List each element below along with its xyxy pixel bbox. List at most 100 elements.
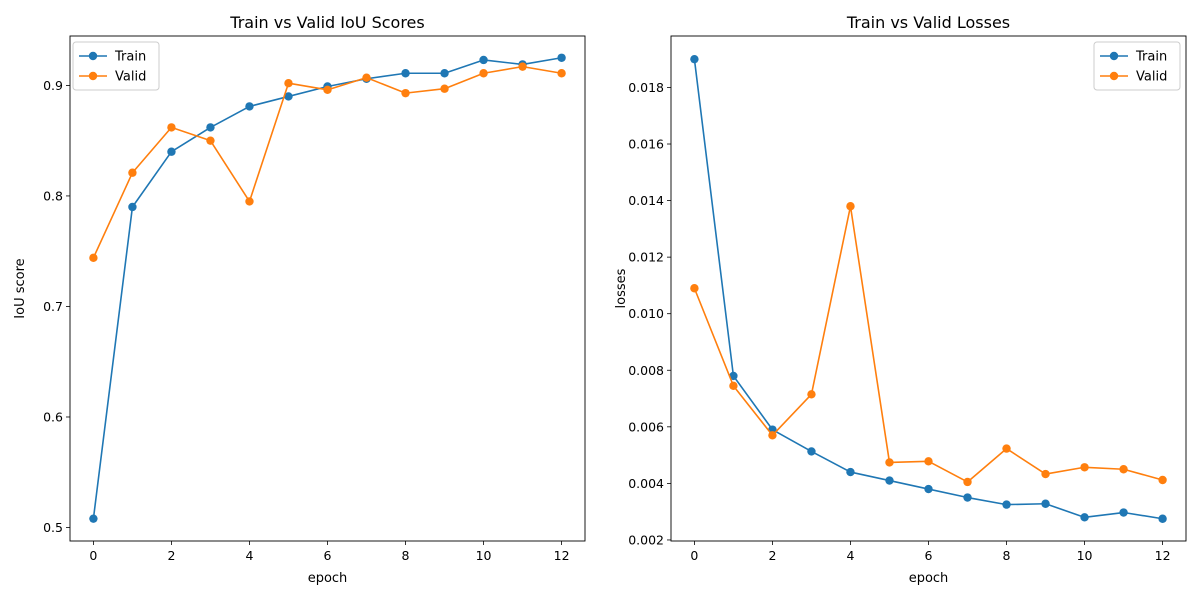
y-tick-label: 0.018 <box>628 80 664 95</box>
x-tick-label: 0 <box>89 548 97 563</box>
data-point <box>924 484 933 494</box>
data-point <box>557 69 566 78</box>
y-tick-label: 0.014 <box>628 193 664 208</box>
data-point <box>1080 463 1089 472</box>
y-tick-label: 0.8 <box>43 188 63 203</box>
legend-label: Train <box>114 50 146 65</box>
data-point <box>167 147 176 156</box>
data-point <box>206 136 215 145</box>
x-tick-label: 0 <box>690 548 698 563</box>
series-valid <box>89 62 566 263</box>
data-point <box>362 73 371 82</box>
data-point <box>729 371 738 381</box>
y-axis-label: IoU score <box>13 258 28 318</box>
data-point <box>729 381 738 391</box>
x-axis-label: epoch <box>909 571 949 586</box>
x-tick-label: 4 <box>846 548 854 563</box>
y-tick-label: 0.008 <box>628 363 664 378</box>
y-axis-label: losses <box>614 268 629 308</box>
data-point <box>479 55 488 65</box>
x-tick-label: 2 <box>167 548 175 563</box>
data-point <box>885 476 894 485</box>
x-tick-label: 12 <box>1155 548 1171 563</box>
data-point <box>690 284 699 293</box>
data-point <box>128 202 137 212</box>
chart-title: Train vs Valid IoU Scores <box>229 13 424 32</box>
data-point <box>323 85 332 95</box>
legend-marker <box>1109 51 1119 61</box>
y-tick-label: 0.9 <box>43 78 63 93</box>
data-point <box>557 53 566 62</box>
series-train <box>690 54 1167 523</box>
x-tick-label: 6 <box>324 548 332 563</box>
chart-2: Train vs Valid Losses 0 2 4 6 8 10 12 0.002 0.004… <box>614 13 1187 586</box>
legend: Train Valid <box>1093 41 1181 91</box>
x-tick-label: 8 <box>1003 548 1011 563</box>
data-point <box>1158 514 1167 523</box>
legend-label: Valid <box>1136 70 1167 85</box>
data-point <box>807 447 816 456</box>
x-tick-label: 12 <box>554 548 570 563</box>
y-tick-label: 0.006 <box>628 419 664 434</box>
data-point <box>284 92 293 101</box>
legend-marker <box>88 51 98 61</box>
data-point <box>1119 508 1128 517</box>
data-point <box>1158 475 1167 485</box>
data-point <box>440 69 449 78</box>
data-point <box>768 431 777 440</box>
x-tick-label: 4 <box>245 548 253 563</box>
y-tick-label: 0.002 <box>628 532 664 547</box>
data-point <box>690 54 699 64</box>
legend-marker <box>88 71 98 81</box>
data-point <box>89 253 98 263</box>
y-tick-label: 0.5 <box>43 520 63 535</box>
data-point <box>963 477 972 487</box>
x-tick-label: 8 <box>402 548 410 563</box>
data-point <box>89 514 98 523</box>
data-point <box>518 62 527 71</box>
data-point <box>963 493 972 502</box>
y-tick-label: 0.012 <box>628 250 664 265</box>
data-point <box>885 458 894 467</box>
data-point <box>245 197 254 206</box>
data-point <box>245 102 254 111</box>
data-point <box>846 467 855 477</box>
legend: Train Valid <box>72 41 160 91</box>
y-tick-label: 0.016 <box>628 137 664 152</box>
chart-1: Train vs Valid IoU Scores 0 2 4 6 8 10 12 0.5 0.6… <box>13 13 586 586</box>
data-point <box>1002 444 1011 453</box>
x-axis-label: epoch <box>308 571 348 586</box>
y-tick-label: 0.004 <box>628 476 664 491</box>
y-tick-label: 0.010 <box>628 306 664 321</box>
data-point <box>1080 513 1089 522</box>
data-point <box>206 123 215 132</box>
data-point <box>128 168 137 177</box>
data-point <box>167 123 176 132</box>
x-tick-label: 6 <box>925 548 933 563</box>
data-point <box>440 84 449 93</box>
data-point <box>284 78 293 88</box>
data-point <box>807 390 816 399</box>
y-tick-label: 0.7 <box>43 299 63 314</box>
data-point <box>846 202 855 211</box>
y-tick-label: 0.6 <box>43 409 63 424</box>
x-tick-label: 2 <box>768 548 776 563</box>
x-tick-label: 10 <box>476 548 492 563</box>
data-point <box>1041 499 1050 508</box>
legend-marker <box>1109 71 1119 81</box>
data-point <box>924 457 933 466</box>
data-point <box>401 88 410 98</box>
data-point <box>479 69 488 78</box>
data-point <box>1002 500 1011 509</box>
data-point <box>1119 465 1128 474</box>
legend-label: Valid <box>115 70 146 85</box>
x-tick-label: 10 <box>1077 548 1093 563</box>
series-valid <box>690 202 1167 487</box>
plot-frame <box>69 35 586 542</box>
plot-frame <box>670 35 1187 542</box>
legend-label: Train <box>1135 50 1167 65</box>
data-point <box>1041 469 1050 479</box>
data-point <box>401 69 410 78</box>
